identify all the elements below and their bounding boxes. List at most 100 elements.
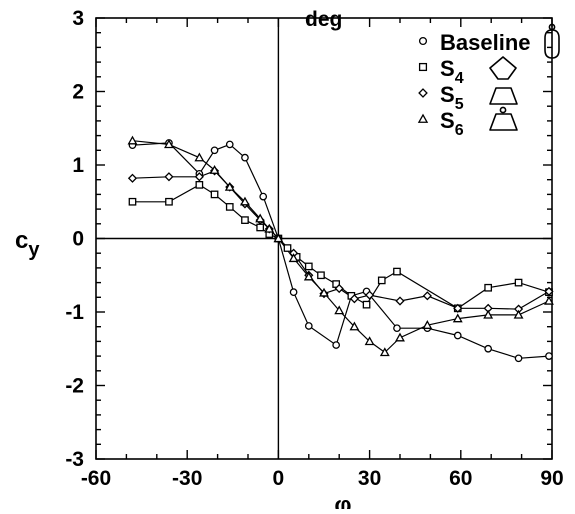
data-point-triangle [349,321,360,331]
data-point-circle [210,146,219,155]
y-tick-label: -2 [65,375,84,398]
data-point-diamond [349,294,359,304]
data-point-diamond [194,172,204,182]
data-point-triangle [544,295,554,305]
data-point-circle [241,153,249,162]
axis-ticks-group [95,17,553,460]
legend-label-main: S [440,82,455,107]
data-point-diamond [127,173,138,183]
trapezoid-peaked-icon-top-knob [499,106,507,114]
data-point-triangle [422,320,433,329]
y-tick-label: 0 [72,228,84,251]
data-point-triangle [194,152,205,162]
data-point-square [241,216,249,224]
data-point-square [362,300,371,309]
data-point-square [484,283,493,292]
legend-marker-square [418,62,428,72]
legend-label-main: S [440,108,455,133]
series-lines-group [132,140,550,359]
data-point-triangle [240,196,250,206]
trapezoid-peaked-icon [489,113,518,131]
data-point-circle [484,344,493,353]
data-point-square [225,203,234,211]
legend-label-sub: 5 [455,96,464,113]
data-point-square [514,278,523,287]
y-tick-label: -3 [65,448,84,471]
legend-marker-diamond [418,88,428,98]
series-line-3 [132,140,550,354]
data-point-triangle [334,305,345,315]
data-point-triangle [224,181,235,191]
data-point-triangle [395,332,405,342]
data-point-triangle [303,271,314,281]
x-tick-label: -30 [172,467,202,490]
y-axis-label: cy [15,227,40,261]
data-point-square [128,197,137,206]
data-point-diamond [453,303,463,313]
data-point-square [283,244,292,252]
y-tick-label: 3 [72,7,84,30]
data-point-square [304,262,313,271]
data-point-diamond [334,283,344,294]
data-point-square [165,197,173,206]
data-point-triangle [288,253,299,263]
legend-label: S6 [440,108,464,139]
y-tick-label: -1 [65,301,84,324]
data-point-square [210,190,219,199]
legend-label: S4 [440,56,464,87]
data-point-circle [514,354,523,363]
data-point-circle [289,288,298,297]
data-point-circle [393,324,401,333]
data-point-square [256,223,265,232]
data-point-diamond [164,172,174,182]
series-line-0 [132,142,550,359]
data-point-circle [332,341,341,349]
data-point-square [393,267,401,276]
data-point-circle [453,331,462,340]
data-point-square [195,180,204,189]
data-point-diamond [544,286,554,297]
data-point-triangle [364,336,375,346]
data-point-triangle [264,223,275,233]
data-point-diamond [422,291,432,301]
data-point-triangle [255,213,266,223]
y-tick-label: 1 [72,154,84,177]
rounded-slot-icon [544,29,560,59]
x-tick-label: 90 [540,467,563,490]
data-point-square [317,271,325,280]
legend-label: S5 [440,82,464,113]
pentagon-icon [489,56,517,80]
legend-marker-circle [418,36,428,46]
tick-labels-group: -60 -30 0 30 60 90 -3 -2 -1 0 1 2 3 [65,7,563,490]
data-point-triangle [164,139,174,149]
data-point-circle [545,352,553,360]
data-point-circle [225,140,234,149]
x-tick-label: -60 [81,467,111,490]
rounded-slot-icon-top-knob [548,23,556,31]
y-axis-label-sub: y [28,239,40,261]
data-point-triangle [273,233,284,243]
legend-label-sub: 6 [455,122,464,139]
legend-marker-triangle [417,113,429,123]
data-point-triangle [379,347,390,357]
data-point-circle [259,192,268,201]
series-line-1 [132,184,550,310]
x-tick-label: 30 [358,467,381,490]
data-point-triangle [319,287,329,297]
zero-lines-group [96,18,552,459]
data-point-triangle [513,309,524,319]
series-markers-group [127,135,554,363]
x-tick-label: 60 [449,467,472,490]
data-point-diamond [395,296,405,306]
x-unit-label: deg [305,8,342,31]
legend-label-main: S [440,56,455,81]
legend-label-sub: 4 [455,70,464,87]
data-point-circle [304,322,313,330]
data-point-square [377,276,386,285]
x-tick-label: 0 [273,467,285,490]
x-axis-label: φ [334,492,351,509]
data-point-triangle [209,164,220,174]
legend-label: Baseline [440,30,531,55]
